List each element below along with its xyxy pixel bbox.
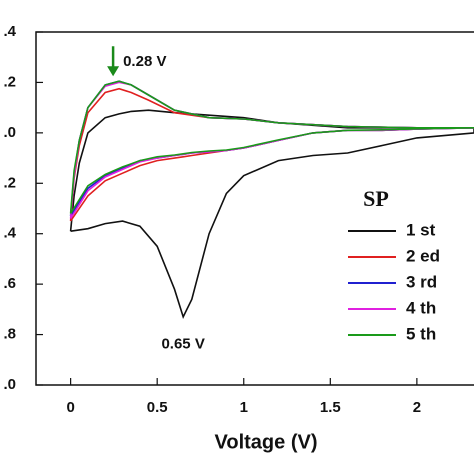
x-tick-label: 0 — [66, 399, 74, 416]
legend-label: 2 ed — [406, 246, 440, 265]
y-tick-label: .4 — [3, 23, 16, 40]
x-axis-label: Voltage (V) — [215, 431, 318, 453]
y-tick-label: .0 — [3, 376, 16, 393]
x-tick-label: 0.5 — [147, 399, 168, 416]
series-line — [69, 109, 474, 320]
series-line — [69, 81, 474, 220]
y-tick-label: .6 — [3, 275, 16, 292]
legend-label: 5 th — [406, 324, 436, 343]
series-line — [69, 87, 474, 222]
legend-title: SP — [363, 186, 389, 211]
y-tick-label: .0 — [3, 124, 16, 141]
annotation-arrowhead — [107, 66, 120, 77]
series-line — [69, 80, 474, 217]
x-tick-label: 1 — [240, 399, 248, 416]
x-tick-label: 1.5 — [320, 399, 341, 416]
legend-label: 1 st — [406, 220, 436, 239]
y-tick-label: .8 — [3, 326, 16, 343]
legend-label: 3 rd — [406, 272, 437, 291]
x-tick-label: 2 — [413, 399, 421, 416]
y-tick-label: .4 — [3, 225, 16, 242]
annotation: 0.28 V — [123, 53, 166, 70]
annotation: 0.65 V — [161, 336, 204, 353]
plot-frame — [35, 31, 474, 386]
y-tick-label: .2 — [3, 73, 16, 90]
series-line — [69, 80, 474, 214]
y-tick-label: .2 — [3, 174, 16, 191]
legend-label: 4 th — [406, 298, 436, 317]
